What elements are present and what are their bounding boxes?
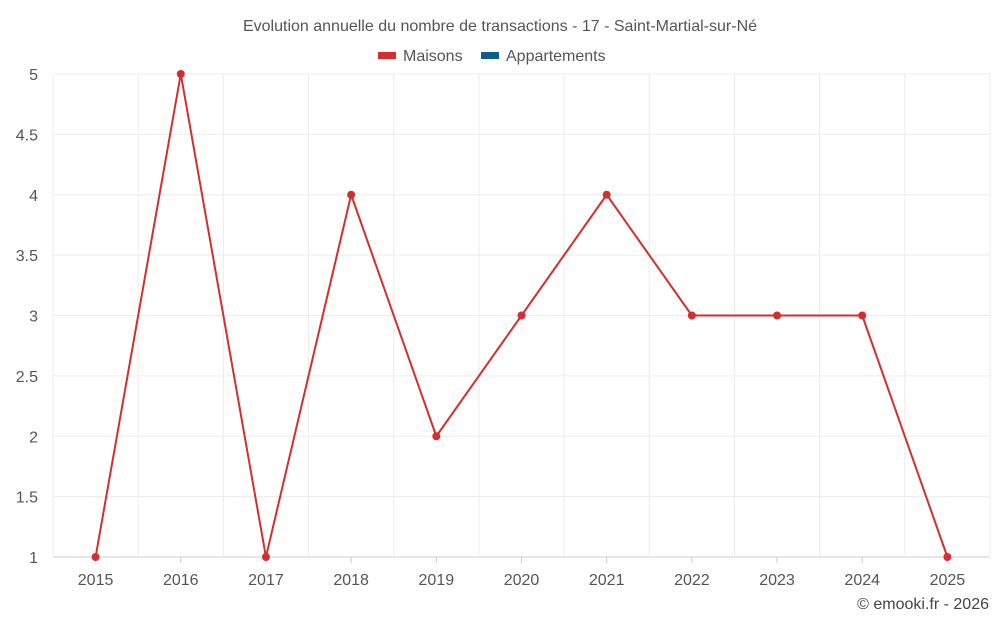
x-tick-label: 2019: [419, 572, 455, 589]
legend-item-maisons[interactable]: Maisons: [378, 48, 463, 65]
data-point[interactable]: [943, 553, 952, 561]
x-tick-label: 2022: [674, 572, 710, 589]
y-tick-label: 3: [29, 309, 38, 326]
data-point[interactable]: [91, 553, 100, 561]
x-tick-label: 2024: [844, 572, 880, 589]
legend-swatch-appartements: [481, 52, 499, 59]
x-tick-label: 2025: [930, 572, 966, 589]
x-tick-label: 2015: [78, 572, 114, 589]
x-tick-label: 2016: [163, 572, 199, 589]
y-tick-label: 4: [29, 188, 38, 205]
legend-label-maisons: Maisons: [403, 48, 463, 65]
x-tick-label: 2020: [504, 572, 540, 589]
x-tick-label: 2021: [589, 572, 625, 589]
data-point[interactable]: [602, 190, 611, 199]
series-maisons: [91, 70, 952, 561]
legend-swatch-maisons: [378, 52, 396, 59]
y-axis: 1 1.5 2 2.5 3 3.5 4 4.5 5: [16, 67, 38, 567]
credit: © emooki.fr - 2026: [857, 596, 989, 613]
data-point[interactable]: [773, 311, 782, 320]
x-tick-label: 2023: [759, 572, 795, 589]
y-tick-label: 5: [29, 67, 38, 84]
chart-title: Evolution annuelle du nombre de transact…: [243, 18, 757, 35]
data-point[interactable]: [432, 432, 441, 441]
data-point[interactable]: [858, 311, 867, 320]
y-tick-label: 4.5: [16, 127, 38, 144]
y-tick-label: 1: [29, 550, 38, 567]
legend: Maisons Appartements: [378, 48, 606, 65]
data-point[interactable]: [687, 311, 696, 320]
data-point[interactable]: [176, 70, 185, 78]
y-tick-label: 2: [29, 429, 38, 446]
x-tick-label: 2017: [248, 572, 284, 589]
y-tick-label: 3.5: [16, 248, 38, 265]
data-point[interactable]: [261, 553, 270, 561]
x-axis: 2015 2016 2017 2018 2019 2020 2021 2022 2023 2024…: [78, 557, 966, 589]
legend-item-appartements[interactable]: Appartements: [481, 48, 606, 65]
data-point[interactable]: [517, 311, 526, 320]
y-tick-label: 1.5: [16, 490, 38, 507]
legend-label-appartements: Appartements: [506, 48, 606, 65]
y-tick-label: 2.5: [16, 369, 38, 386]
data-point[interactable]: [347, 190, 356, 199]
x-tick-label: 2018: [333, 572, 369, 589]
